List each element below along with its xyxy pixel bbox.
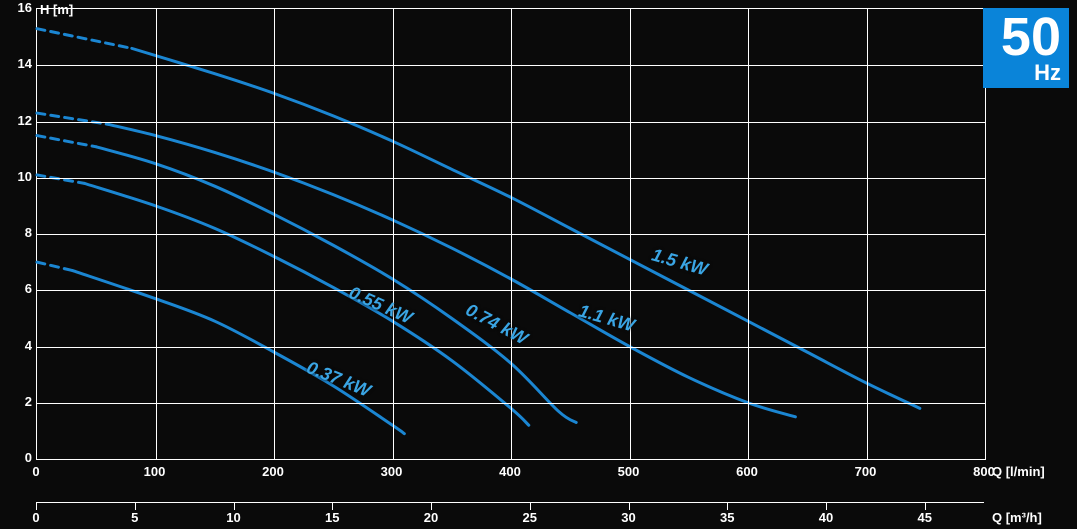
curve-solid-segment: [84, 183, 528, 425]
grid-line-vertical: [156, 9, 157, 459]
grid-line-vertical: [511, 9, 512, 459]
x-tick-label-primary: 800: [973, 464, 995, 479]
x-tick-label-secondary: 40: [819, 510, 833, 525]
secondary-x-tick: [727, 502, 728, 510]
curve-dashed-segment: [37, 29, 132, 49]
grid-line-vertical: [630, 9, 631, 459]
y-tick-label: 12: [6, 113, 32, 128]
secondary-x-tick: [826, 502, 827, 510]
curve-dashed-segment: [37, 175, 84, 183]
curve-solid-segment: [132, 48, 920, 408]
grid-line-vertical: [748, 9, 749, 459]
y-tick-label: 14: [6, 56, 32, 71]
y-tick-label: 0: [6, 450, 32, 465]
secondary-x-axis: [36, 502, 984, 503]
x-tick-label-secondary: 35: [720, 510, 734, 525]
x-tick-label-primary: 700: [855, 464, 877, 479]
y-tick-label: 10: [6, 169, 32, 184]
x-tick-label-primary: 0: [32, 464, 39, 479]
grid-line-vertical: [393, 9, 394, 459]
y-tick-label: 16: [6, 0, 32, 15]
x-tick-label-secondary: 0: [32, 510, 39, 525]
x-tick-label-secondary: 15: [325, 510, 339, 525]
x-tick-label-secondary: 20: [424, 510, 438, 525]
pump-curve-chart: H [m] Q [l/min] Q [m³/h] 50 Hz 0 2 4 6 8 10 12…: [0, 0, 1077, 529]
secondary-x-tick: [135, 502, 136, 510]
y-tick-label: 4: [6, 338, 32, 353]
y-axis-title: H [m]: [40, 2, 73, 17]
secondary-x-tick: [925, 502, 926, 510]
x-tick-label-secondary: 5: [131, 510, 138, 525]
x-tick-label-secondary: 25: [523, 510, 537, 525]
x-axis-title-secondary: Q [m³/h]: [992, 510, 1042, 525]
y-tick-label: 6: [6, 281, 32, 296]
x-tick-label-primary: 200: [262, 464, 284, 479]
x-tick-label-primary: 600: [736, 464, 758, 479]
frequency-badge: 50 Hz: [983, 8, 1069, 88]
x-tick-label-primary: 300: [381, 464, 403, 479]
secondary-x-tick: [431, 502, 432, 510]
curve-dashed-segment: [37, 262, 73, 270]
x-tick-label-secondary: 45: [918, 510, 932, 525]
x-tick-label-secondary: 10: [226, 510, 240, 525]
frequency-value: 50: [1001, 10, 1061, 64]
secondary-x-tick: [36, 502, 37, 510]
x-axis-title-primary: Q [l/min]: [992, 464, 1045, 479]
x-tick-label-primary: 500: [618, 464, 640, 479]
grid-line-vertical: [867, 9, 868, 459]
x-tick-label-primary: 100: [144, 464, 166, 479]
secondary-x-tick: [332, 502, 333, 510]
secondary-x-tick: [234, 502, 235, 510]
x-tick-label-primary: 400: [499, 464, 521, 479]
curve-dashed-segment: [37, 113, 108, 124]
plot-area: [36, 8, 986, 460]
curve-dashed-segment: [37, 136, 96, 147]
x-tick-label-secondary: 30: [621, 510, 635, 525]
y-tick-label: 8: [6, 225, 32, 240]
y-tick-label: 2: [6, 394, 32, 409]
grid-line-vertical: [274, 9, 275, 459]
secondary-x-tick: [530, 502, 531, 510]
secondary-x-tick: [629, 502, 630, 510]
